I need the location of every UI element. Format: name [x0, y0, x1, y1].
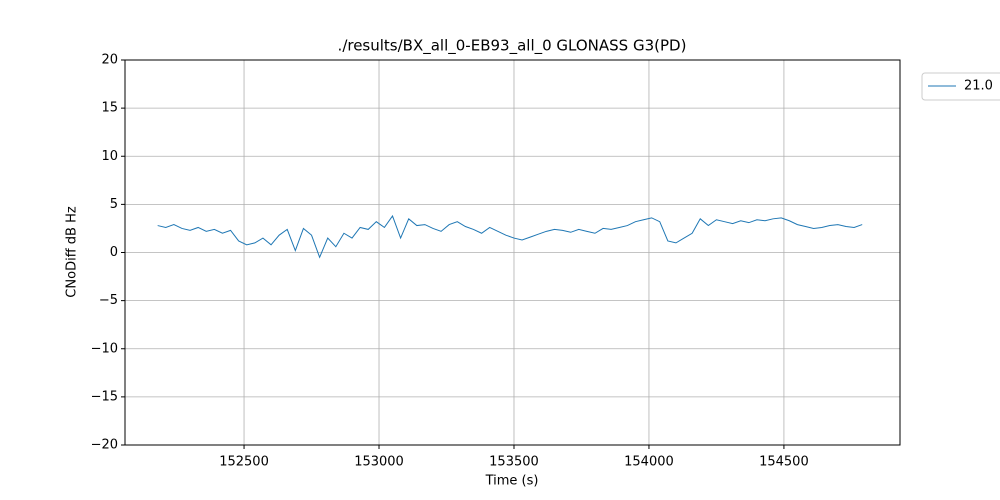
x-tick-label: 154500: [759, 455, 809, 470]
legend-label: 21.0: [964, 79, 993, 94]
x-tick-label: 153000: [354, 455, 404, 470]
y-tick-label: −10: [91, 341, 118, 356]
x-tick-label: 152500: [219, 455, 269, 470]
y-tick-label: −20: [91, 438, 118, 453]
y-tick-label: −5: [99, 293, 118, 308]
y-tick-label: −15: [91, 389, 118, 404]
y-tick-label: 0: [110, 245, 118, 260]
y-axis-label: CNoDiff dB Hz: [65, 206, 80, 298]
y-tick-label: 15: [101, 101, 118, 116]
y-tick-label: 10: [101, 149, 118, 164]
plot-frame: [124, 59, 901, 446]
y-tick-label: 20: [101, 53, 118, 68]
x-tick-label: 153500: [489, 455, 539, 470]
legend-box: [921, 72, 1000, 101]
x-tick-label: 154000: [624, 455, 674, 470]
y-tick-label: 5: [110, 197, 118, 212]
x-axis-label: Time (s): [485, 474, 539, 489]
data-line: [157, 214, 863, 259]
chart-title: ./results/BX_all_0-EB93_all_0 GLONASS G3…: [338, 37, 687, 56]
